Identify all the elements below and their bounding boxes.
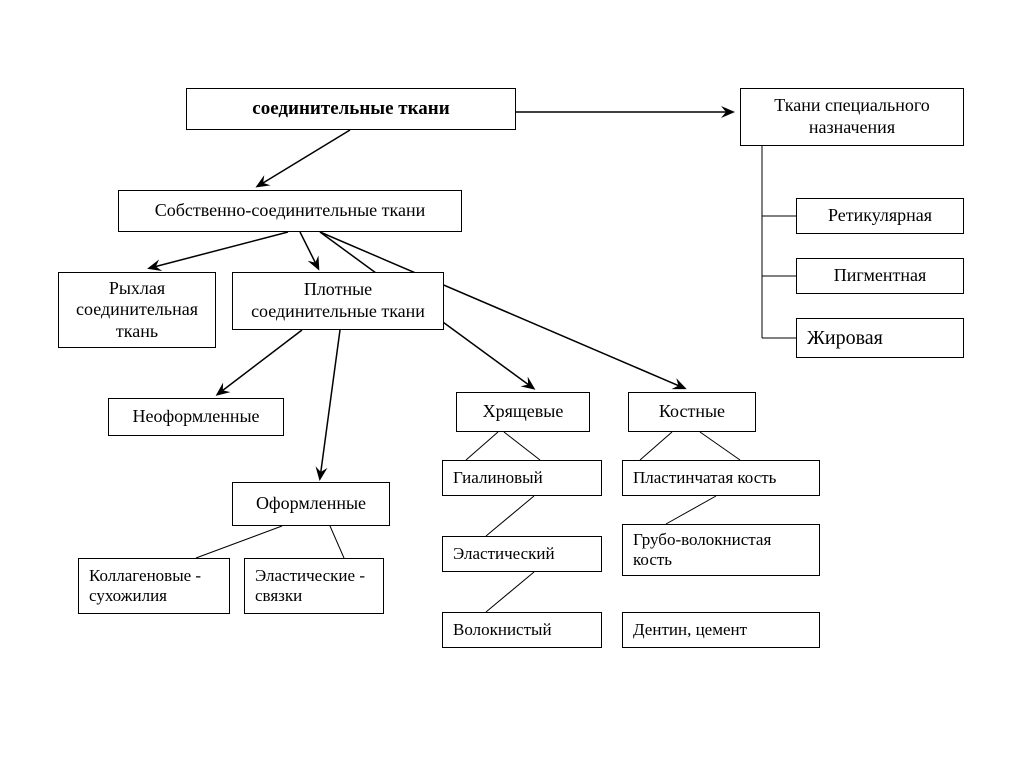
node-label: Ретикулярная bbox=[828, 205, 932, 227]
node-formed: Оформленные bbox=[232, 482, 390, 526]
node-pigment: Пигментная bbox=[796, 258, 964, 294]
node-cartilage: Хрящевые bbox=[456, 392, 590, 432]
line-9 bbox=[700, 432, 740, 460]
node-label: Хрящевые bbox=[483, 401, 564, 423]
node-lamellar: Пластинчатая кость bbox=[622, 460, 820, 496]
node-hyaline: Гиалиновый bbox=[442, 460, 602, 496]
arrow-3 bbox=[300, 232, 318, 268]
line-5 bbox=[504, 432, 540, 460]
node-loose: Рыхлая соединительная ткань bbox=[58, 272, 216, 348]
node-label: Костные bbox=[659, 401, 725, 423]
arrow-7 bbox=[320, 330, 340, 478]
node-special: Ткани специального назначения bbox=[740, 88, 964, 146]
node-label: соединительные ткани bbox=[252, 98, 449, 121]
line-7 bbox=[486, 572, 534, 612]
arrow-6 bbox=[218, 330, 302, 394]
node-collagen: Коллагеновые - сухожилия bbox=[78, 558, 230, 614]
arrow-2 bbox=[150, 232, 288, 268]
node-label: Дентин, цемент bbox=[633, 620, 747, 640]
line-4 bbox=[466, 432, 498, 460]
diagram-canvas: соединительные ткани Ткани специального н… bbox=[0, 0, 1024, 767]
node-label: Собственно-соединительные ткани bbox=[155, 200, 426, 222]
node-elastic_c: Эластический bbox=[442, 536, 602, 572]
node-label: Эластические - связки bbox=[255, 566, 377, 607]
node-label: Оформленные bbox=[256, 493, 366, 515]
line-12 bbox=[330, 526, 344, 558]
node-label: Гиалиновый bbox=[453, 468, 543, 488]
line-6 bbox=[486, 496, 534, 536]
node-label: Неоформленные bbox=[132, 406, 259, 428]
node-label: Пластинчатая кость bbox=[633, 468, 776, 488]
node-label: Пигментная bbox=[834, 265, 927, 287]
arrow-1 bbox=[258, 130, 350, 186]
node-label: Эластический bbox=[453, 544, 555, 564]
line-8 bbox=[640, 432, 672, 460]
node-root: соединительные ткани bbox=[186, 88, 516, 130]
node-dentin: Дентин, цемент bbox=[622, 612, 820, 648]
node-dense: Плотные соединительные ткани bbox=[232, 272, 444, 330]
node-label: Волокнистый bbox=[453, 620, 552, 640]
node-bone: Костные bbox=[628, 392, 756, 432]
line-10 bbox=[666, 496, 716, 524]
line-11 bbox=[196, 526, 282, 558]
node-label: Коллагеновые - сухожилия bbox=[89, 566, 223, 607]
node-label: Жировая bbox=[807, 326, 883, 350]
node-fibrous: Волокнистый bbox=[442, 612, 602, 648]
node-elastic_lig: Эластические - связки bbox=[244, 558, 384, 614]
node-unformed: Неоформленные bbox=[108, 398, 284, 436]
node-label: Грубо-волокнистая кость bbox=[633, 530, 813, 571]
node-label: Рыхлая соединительная ткань bbox=[65, 278, 209, 343]
node-label: Ткани специального назначения bbox=[747, 95, 957, 138]
node-proper: Собственно-соединительные ткани bbox=[118, 190, 462, 232]
node-label: Плотные соединительные ткани bbox=[239, 279, 437, 322]
node-coarse: Грубо-волокнистая кость bbox=[622, 524, 820, 576]
node-fat: Жировая bbox=[796, 318, 964, 358]
node-reticular: Ретикулярная bbox=[796, 198, 964, 234]
